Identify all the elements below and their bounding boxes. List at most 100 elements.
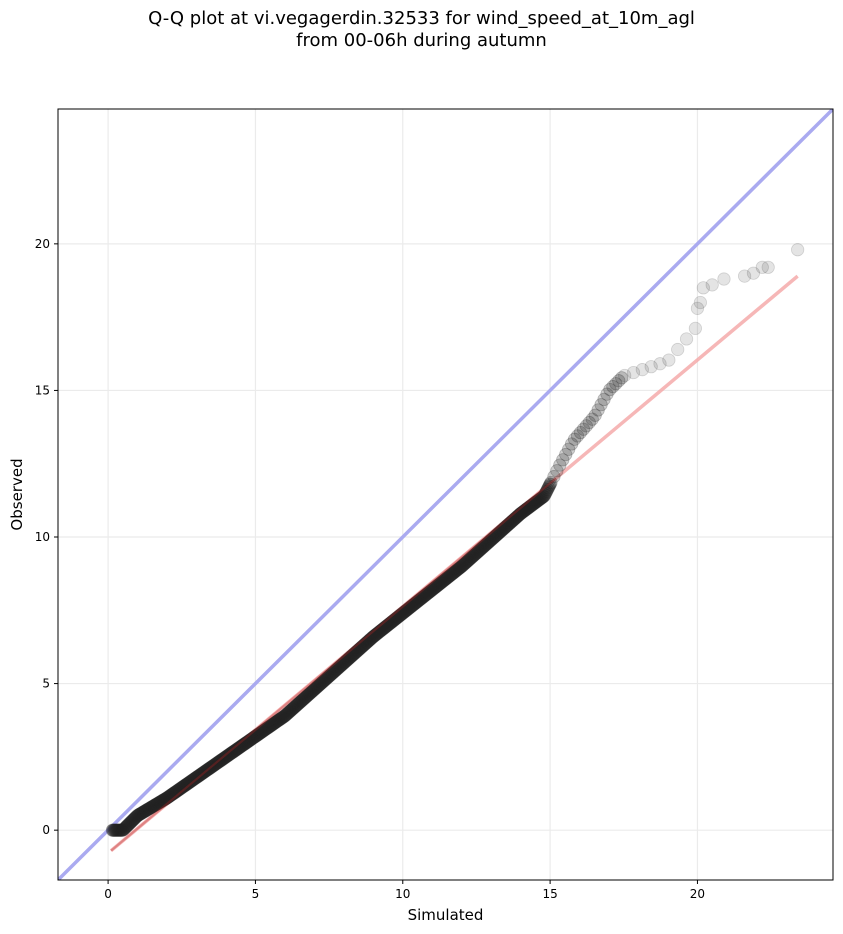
qq-point <box>453 561 467 575</box>
qq-point <box>341 652 356 666</box>
qq-point <box>513 507 527 521</box>
qq-point <box>128 811 142 826</box>
fit-line-through-points <box>110 477 557 852</box>
qq-point <box>355 640 369 654</box>
qq-point <box>489 528 503 543</box>
qq-point <box>261 720 275 735</box>
qq-point <box>540 482 555 497</box>
qq-point <box>251 727 265 741</box>
qq-point <box>467 548 481 562</box>
qq-point <box>371 626 385 640</box>
qq-point <box>285 702 299 717</box>
qq-point <box>336 656 350 671</box>
qq-point <box>271 714 285 728</box>
qq-point <box>139 803 153 818</box>
qq-point <box>373 624 387 638</box>
qq-point <box>334 658 349 672</box>
qq-point <box>746 266 761 280</box>
qq-point <box>318 673 332 687</box>
qq-point <box>508 512 522 526</box>
qq-point <box>177 779 191 793</box>
qq-point <box>149 798 163 812</box>
qq-point <box>533 492 547 506</box>
qq-point <box>269 715 283 729</box>
chart-title: Q-Q plot at vi.vegagerdin.32533 for wind… <box>0 8 843 52</box>
qq-point <box>662 353 676 367</box>
qq-point <box>458 556 472 570</box>
qq-point <box>626 365 641 380</box>
qq-point <box>191 769 205 783</box>
qq-point <box>473 543 487 557</box>
qq-point <box>288 699 303 713</box>
qq-point <box>539 484 554 498</box>
qq-point <box>450 563 464 577</box>
qq-point <box>176 780 190 794</box>
qq-point <box>207 758 221 772</box>
qq-point <box>303 687 317 701</box>
qq-point <box>357 637 372 652</box>
qq-point <box>216 752 230 766</box>
qq-point <box>239 736 253 750</box>
qq-point <box>379 620 393 634</box>
qq-point <box>378 620 392 635</box>
qq-point <box>387 613 401 628</box>
qq-point <box>132 808 146 822</box>
qq-point <box>301 688 315 702</box>
qq-point <box>109 823 123 837</box>
qq-point <box>227 744 241 759</box>
qq-point <box>221 748 235 762</box>
qq-point <box>279 708 293 722</box>
qq-point <box>542 479 556 493</box>
qq-point <box>297 691 311 706</box>
qq-point <box>349 645 364 659</box>
qq-point <box>215 752 229 767</box>
qq-point <box>187 772 201 786</box>
qq-point <box>490 528 504 542</box>
qq-point <box>276 710 290 724</box>
qq-point <box>415 591 429 605</box>
qq-point <box>600 387 614 401</box>
qq-point <box>556 453 570 467</box>
qq-point <box>166 787 180 801</box>
qq-point <box>609 377 623 391</box>
qq-point <box>523 500 537 514</box>
qq-point <box>292 696 306 710</box>
qq-point <box>144 800 159 814</box>
qq-point <box>370 627 384 641</box>
qq-point <box>110 823 124 837</box>
qq-point <box>198 764 212 778</box>
qq-point <box>690 301 705 315</box>
qq-point <box>539 486 553 500</box>
qq-point <box>299 690 313 704</box>
qq-point <box>570 429 585 443</box>
qq-point <box>184 774 198 788</box>
qq-point <box>212 754 227 768</box>
qq-point <box>401 602 415 616</box>
qq-point <box>541 481 555 495</box>
qq-point <box>188 772 202 786</box>
qq-point <box>421 586 435 600</box>
qq-point <box>347 647 361 661</box>
qq-point <box>140 803 154 817</box>
qq-point <box>418 588 433 602</box>
qq-point <box>486 531 501 545</box>
qq-point <box>454 560 468 574</box>
qq-point <box>506 513 520 528</box>
qq-point <box>142 802 156 816</box>
qq-point <box>483 534 497 548</box>
qq-point <box>406 598 420 612</box>
qq-point <box>284 703 298 717</box>
qq-point <box>246 731 260 745</box>
qq-point <box>576 422 591 436</box>
qq-point <box>257 723 272 737</box>
qq-point <box>237 737 251 751</box>
qq-point <box>272 712 287 727</box>
qq-point <box>118 821 132 835</box>
qq-point <box>143 801 158 815</box>
qq-point <box>417 589 431 604</box>
qq-point <box>341 653 355 667</box>
qq-point <box>327 664 342 679</box>
qq-point <box>193 768 207 782</box>
qq-point <box>402 601 417 615</box>
qq-point <box>287 701 301 715</box>
